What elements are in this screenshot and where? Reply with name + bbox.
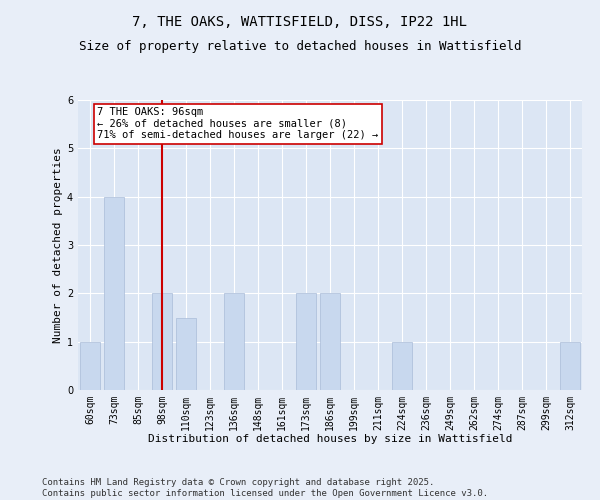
Bar [392,342,412,390]
Text: 7 THE OAKS: 96sqm
← 26% of detached houses are smaller (8)
71% of semi-detached : 7 THE OAKS: 96sqm ← 26% of detached hous… [97,108,379,140]
Bar [296,294,316,390]
Bar [152,294,172,390]
Text: 7, THE OAKS, WATTISFIELD, DISS, IP22 1HL: 7, THE OAKS, WATTISFIELD, DISS, IP22 1HL [133,15,467,29]
Bar [224,294,244,390]
Bar [176,318,196,390]
Text: Size of property relative to detached houses in Wattisfield: Size of property relative to detached ho… [79,40,521,53]
X-axis label: Distribution of detached houses by size in Wattisfield: Distribution of detached houses by size … [148,434,512,444]
Bar [80,342,100,390]
Bar [560,342,580,390]
Text: Contains HM Land Registry data © Crown copyright and database right 2025.
Contai: Contains HM Land Registry data © Crown c… [42,478,488,498]
Bar [320,294,340,390]
Y-axis label: Number of detached properties: Number of detached properties [53,147,63,343]
Bar [104,196,124,390]
